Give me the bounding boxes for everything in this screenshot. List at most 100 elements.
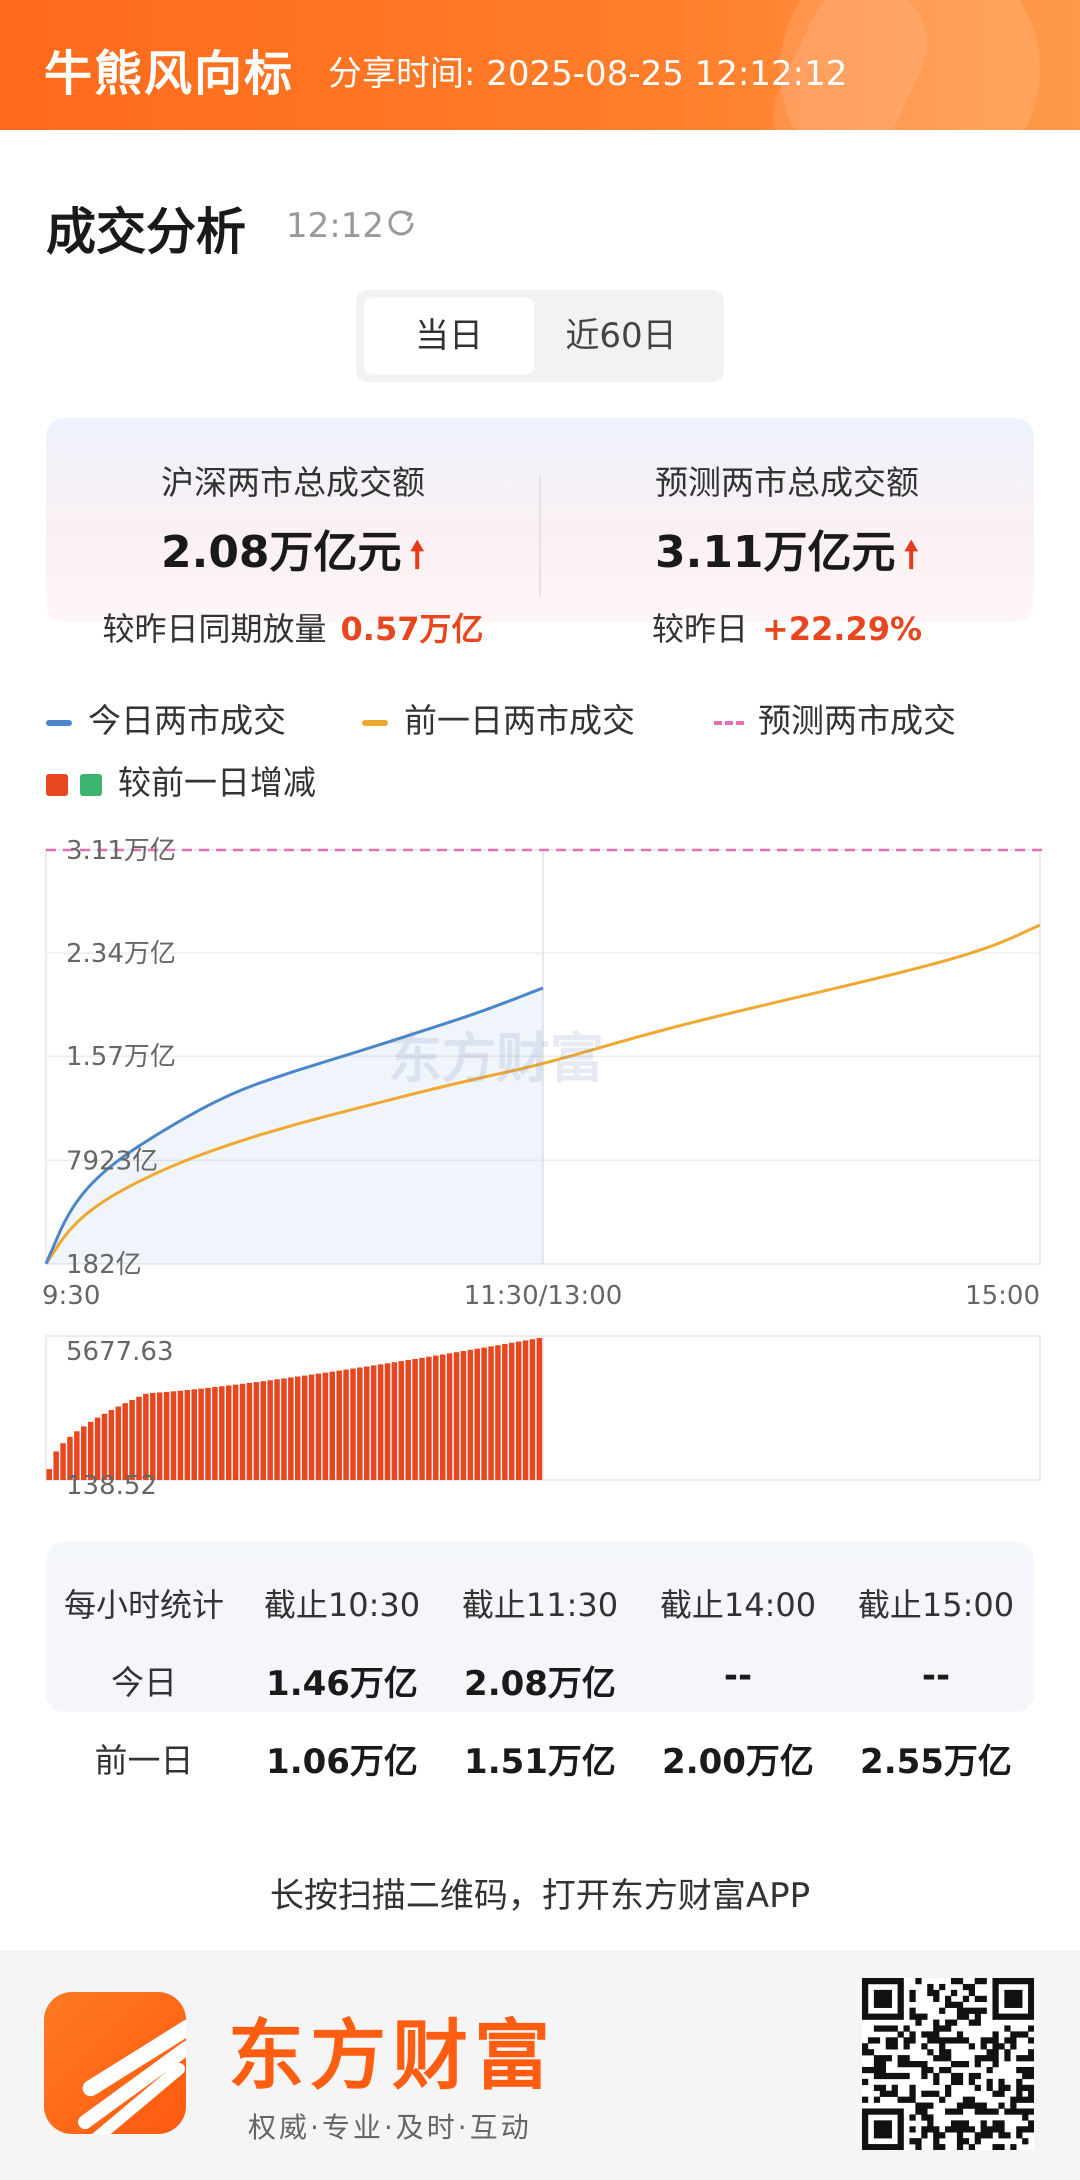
qr-module	[1016, 2084, 1023, 2091]
qr-module	[885, 1989, 892, 1997]
legend-today[interactable]: 今日两市成交	[46, 694, 286, 742]
qr-module	[921, 2132, 928, 2139]
qr-module	[1028, 2001, 1034, 2008]
diff-bar	[163, 1391, 170, 1480]
qr-module	[956, 2031, 964, 2038]
qr-module	[903, 2043, 910, 2050]
series-line-today	[44, 986, 544, 1265]
qr-module	[933, 2126, 940, 2133]
legend-swatch-up	[46, 773, 68, 796]
legend-swatch	[714, 720, 744, 725]
qr-module	[956, 2126, 964, 2133]
diff-bar	[481, 1347, 487, 1480]
qr-module	[945, 1995, 952, 2003]
qr-module	[885, 2120, 892, 2127]
qr-module	[968, 2043, 975, 2050]
qr-module	[1028, 2090, 1034, 2097]
tab-60-days[interactable]: 近60日	[565, 316, 677, 356]
qr-module	[862, 2126, 869, 2133]
qr-module	[879, 1995, 887, 2003]
qr-module	[915, 2144, 922, 2150]
qr-module	[915, 2019, 922, 2026]
diff-bar	[225, 1385, 232, 1480]
qr-module	[1022, 2138, 1029, 2145]
qr-module	[968, 2019, 975, 2026]
qr-module	[885, 2043, 892, 2050]
qr-module	[1004, 1989, 1011, 1997]
diff-bar	[467, 1349, 474, 1480]
legend-prev[interactable]: 前一日两市成交	[362, 694, 635, 742]
qr-module	[974, 2138, 981, 2145]
qr-module	[1028, 2066, 1034, 2074]
diff-bar	[474, 1348, 480, 1480]
diff-bar	[405, 1360, 411, 1480]
diff-bar	[198, 1388, 204, 1480]
qr-module	[1010, 2144, 1017, 2150]
qr-module	[909, 2013, 916, 2020]
qr-module	[1010, 1978, 1017, 1985]
qr-module	[974, 2108, 981, 2115]
qr-module	[891, 2043, 898, 2050]
diff-bar	[184, 1390, 191, 1480]
qr-module	[992, 2043, 999, 2050]
qr-module	[974, 2019, 981, 2026]
diff-bar	[101, 1413, 108, 1480]
qr-module	[897, 1989, 904, 1997]
qr-module	[897, 2144, 904, 2150]
qr-module	[873, 2061, 881, 2068]
diff-bar	[205, 1387, 211, 1480]
refresh-icon[interactable]	[384, 206, 418, 240]
qr-module	[921, 2114, 928, 2121]
tab-today[interactable]: 当日	[364, 298, 534, 374]
qr-module	[962, 2126, 970, 2133]
qr-module	[927, 2120, 934, 2127]
qr-module	[897, 1995, 904, 2003]
qr-module	[968, 2078, 975, 2086]
qr-module	[915, 2061, 922, 2068]
legend-label: 较前一日增减	[118, 763, 316, 802]
qr-module	[1028, 2096, 1034, 2103]
qr-module	[873, 2066, 881, 2074]
qr-module	[1016, 2096, 1023, 2103]
qr-module	[879, 2066, 887, 2074]
footer-slogan: 权威·专业·及时·互动	[248, 2111, 532, 2144]
qr-module	[1022, 2072, 1029, 2080]
legend-forecast[interactable]: 预测两市成交	[714, 694, 956, 742]
qr-module	[998, 2078, 1005, 2086]
qr-module	[1016, 2132, 1023, 2139]
qr-module	[968, 2007, 975, 2014]
qr-module	[956, 2132, 964, 2139]
qr-module	[879, 2055, 887, 2062]
series-line-prev	[44, 923, 1041, 1265]
qr-module	[956, 2061, 964, 2068]
qr-module	[939, 2043, 946, 2050]
qr-module	[891, 2090, 898, 2097]
qr-code-icon[interactable]	[862, 1978, 1034, 2150]
qr-module	[962, 1995, 970, 2003]
qr-module	[879, 2108, 887, 2115]
qr-module	[945, 2001, 952, 2008]
diff-bar	[398, 1361, 405, 1480]
qr-module	[998, 2102, 1005, 2109]
qr-module	[879, 2061, 887, 2068]
legend-diff[interactable]: 较前一日增减	[46, 756, 316, 804]
qr-module	[891, 2072, 898, 2080]
qr-module	[1028, 2007, 1034, 2014]
qr-module	[879, 2013, 887, 2020]
qr-module	[945, 2108, 952, 2115]
qr-module	[1016, 2001, 1023, 2008]
qr-module	[903, 2072, 910, 2080]
diff-bar	[253, 1382, 260, 1480]
qr-module	[986, 2126, 993, 2133]
volume-change-value: 0.57万亿	[340, 610, 484, 648]
diff-bar	[350, 1368, 356, 1480]
y-tick-label: 7923亿	[66, 1146, 158, 1176]
diff-bar	[536, 1338, 543, 1480]
qr-module	[897, 2072, 904, 2080]
qr-module	[933, 2055, 940, 2062]
qr-module	[998, 2144, 1005, 2150]
qr-module	[933, 2072, 940, 2080]
qr-module	[956, 2037, 964, 2044]
diff-bar	[136, 1396, 142, 1480]
qr-module	[927, 2037, 934, 2044]
